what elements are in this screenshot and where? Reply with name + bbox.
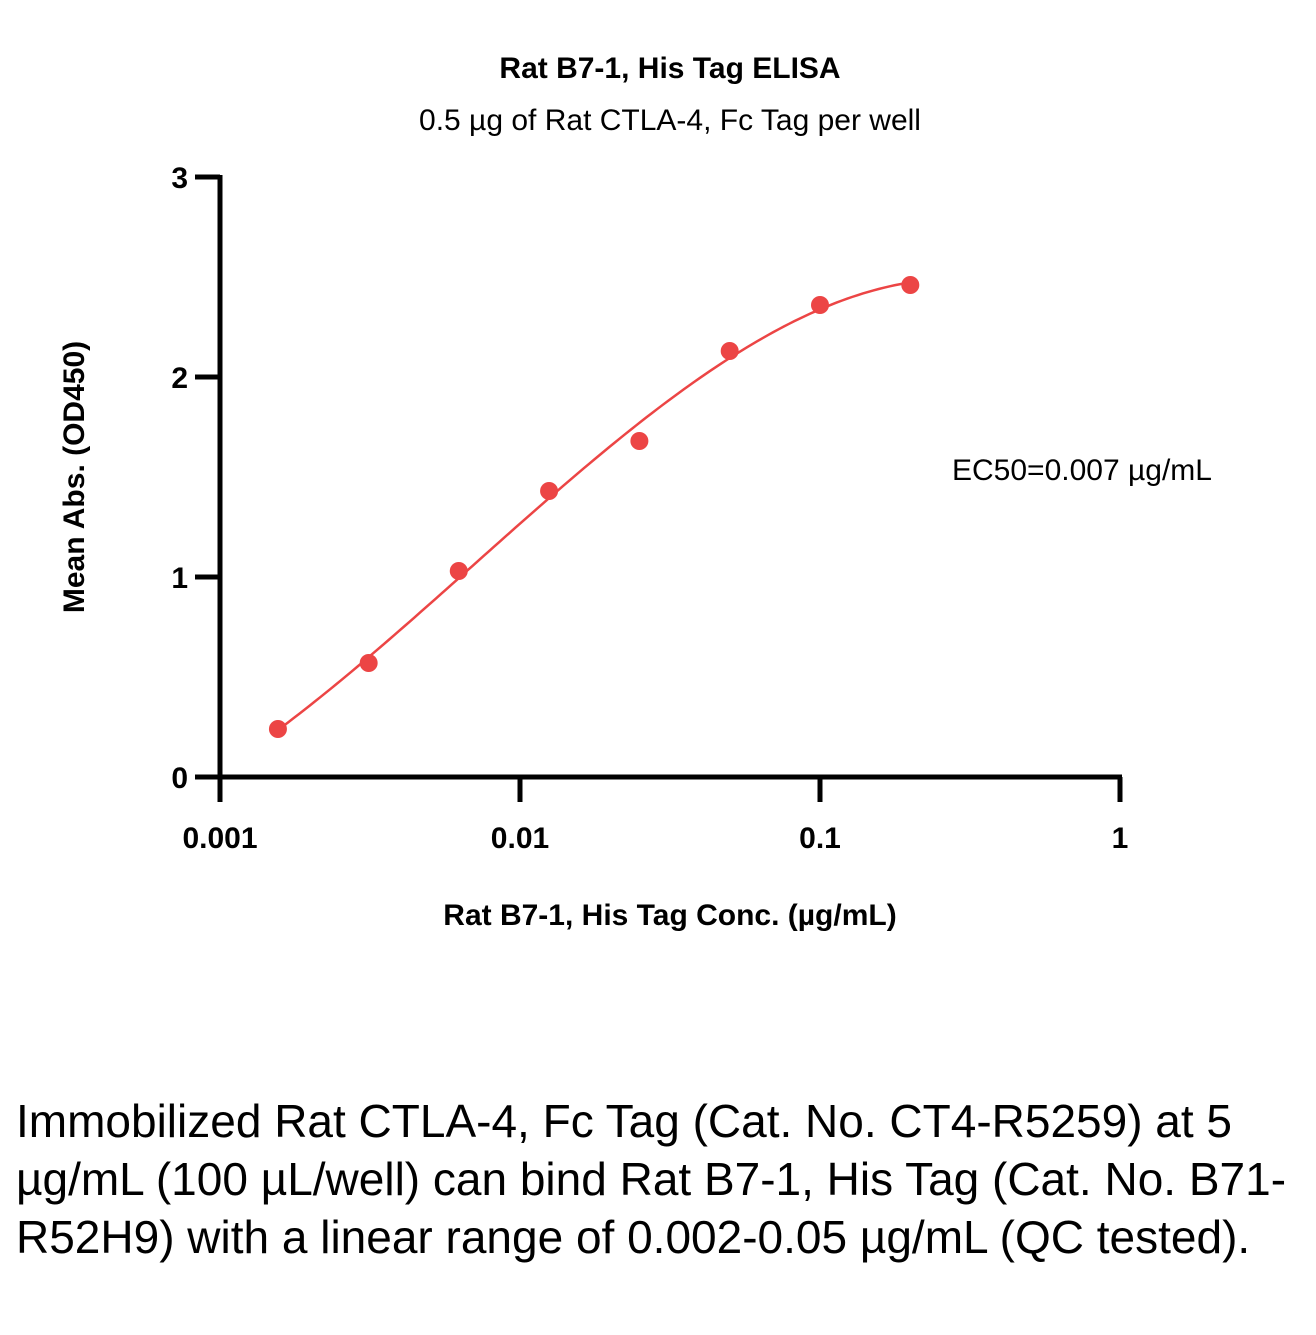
ec50-annotation: EC50=0.007 µg/mL xyxy=(952,454,1212,487)
fit-curve xyxy=(277,281,911,732)
data-point xyxy=(540,482,559,500)
y-axis-ticks: 0 1 2 3 xyxy=(171,162,220,795)
figure-caption: Immobilized Rat CTLA-4, Fc Tag (Cat. No.… xyxy=(16,1095,1287,1263)
x-axis-ticks: 0.001 0.01 0.1 1 xyxy=(182,777,1128,855)
data-point xyxy=(268,720,287,738)
x-axis-label: Rat B7-1, His Tag Conc. (µg/mL) xyxy=(443,899,896,932)
x-tick-label: 1 xyxy=(1112,822,1129,855)
y-tick-label: 1 xyxy=(171,562,188,595)
data-point xyxy=(359,654,378,672)
x-tick-label: 0.001 xyxy=(182,822,257,855)
data-point xyxy=(630,432,649,450)
chart: Rat B7-1, His Tag ELISA 0.5 µg of Rat CT… xyxy=(58,52,1212,932)
chart-subtitle: 0.5 µg of Rat CTLA-4, Fc Tag per well xyxy=(419,104,921,137)
fit-curve-group xyxy=(277,281,911,732)
data-point xyxy=(901,276,920,294)
data-point xyxy=(811,296,829,314)
y-tick-label: 3 xyxy=(171,162,188,195)
y-tick-label: 2 xyxy=(171,362,188,395)
x-tick-label: 0.1 xyxy=(799,822,841,855)
axes xyxy=(217,175,1122,780)
data-point xyxy=(449,562,468,580)
chart-title: Rat B7-1, His Tag ELISA xyxy=(499,52,840,85)
x-tick-label: 0.01 xyxy=(491,822,549,855)
data-point xyxy=(720,342,739,360)
data-points xyxy=(268,276,920,738)
y-axis-label: Mean Abs. (OD450) xyxy=(58,341,91,613)
y-tick-label: 0 xyxy=(171,762,188,795)
